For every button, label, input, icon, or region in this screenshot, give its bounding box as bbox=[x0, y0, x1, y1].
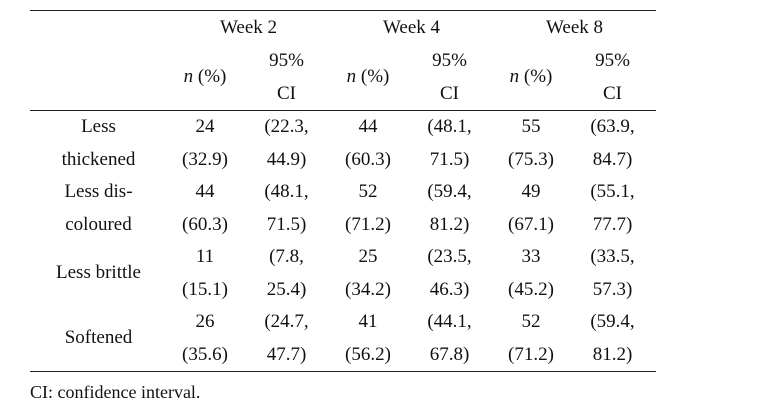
n-pct-header: n (%) bbox=[493, 45, 569, 111]
ci-cell: 44.9) bbox=[266, 148, 307, 170]
ci-cell: 71.5) bbox=[429, 148, 470, 170]
row-label: coloured bbox=[65, 213, 132, 235]
ci-header-line1: 95% bbox=[432, 50, 467, 71]
ci-cell: (63.9, bbox=[569, 110, 656, 144]
table-row: Less brittle 11 (7.8, 25 (23.5, 33 (33.5, bbox=[30, 241, 656, 283]
n-pct-cell: 44 bbox=[195, 181, 215, 202]
n-pct-cell: 11 bbox=[195, 246, 215, 267]
n-symbol: n bbox=[346, 66, 357, 88]
ci-cell: 81.2) bbox=[429, 213, 470, 235]
row-label: thickened bbox=[61, 148, 136, 170]
n-pct-cell: (35.6) bbox=[167, 338, 243, 372]
pct-symbol: (%) bbox=[356, 66, 390, 88]
ci-cell: (59.4, bbox=[427, 181, 472, 202]
results-table: Week 2 Week 4 Week 8 n (%) 95% n (%) 95%… bbox=[30, 10, 656, 372]
n-pct-cell: 52 bbox=[358, 181, 378, 202]
n-pct-cell: 24 bbox=[167, 110, 243, 144]
results-table-container: Week 2 Week 4 Week 8 n (%) 95% n (%) 95%… bbox=[30, 10, 656, 372]
ci-cell: 71.5) bbox=[266, 213, 307, 235]
n-symbol: n bbox=[183, 66, 194, 88]
corner-header bbox=[30, 10, 167, 45]
n-pct-cell: 49 bbox=[521, 181, 541, 202]
n-pct-cell: (60.3) bbox=[182, 213, 228, 235]
ci-header-line2: CI bbox=[277, 82, 296, 104]
table-row: Softened 26 (24.7, 41 (44.1, 52 (59.4, bbox=[30, 306, 656, 372]
n-pct-cell: (75.3) bbox=[508, 148, 554, 170]
n-pct-cell: 33 bbox=[521, 246, 541, 267]
row-label: Less bbox=[30, 110, 167, 144]
group-header-week-2: Week 2 bbox=[167, 10, 330, 45]
n-pct-cell: 26 bbox=[195, 311, 215, 332]
ci-cell: 57.3) bbox=[592, 278, 633, 300]
n-pct-cell: (34.2) bbox=[345, 278, 391, 300]
table-footnote: CI: confidence interval. bbox=[30, 382, 201, 402]
n-pct-header: n (%) bbox=[330, 45, 406, 111]
ci-cell: 84.7) bbox=[592, 148, 633, 170]
n-pct-cell: (45.2) bbox=[508, 278, 554, 300]
table-row: coloured (60.3) 71.5) (71.2) 81.2) (67.1) 77.7… bbox=[30, 209, 656, 242]
ci-cell: (24.7, bbox=[264, 311, 309, 332]
table-row: Less dis- 44 (48.1, 52 (59.4, 49 (55.1, bbox=[30, 176, 656, 209]
n-pct-cell: 25 bbox=[358, 246, 378, 267]
ci-cell: (23.5, bbox=[427, 246, 472, 267]
ci-cell: 77.7) bbox=[592, 213, 633, 235]
n-pct-cell: 52 bbox=[521, 311, 541, 332]
ci-cell: (22.3, bbox=[243, 110, 330, 144]
ci-cell: (44.1, bbox=[427, 311, 472, 332]
table-row: (15.1) 25.4) (34.2) 46.3) (45.2) 57.3) bbox=[30, 274, 656, 307]
group-header-week-4: Week 4 bbox=[330, 10, 493, 45]
n-pct-header: n (%) bbox=[167, 45, 243, 111]
ci-cell: (59.4, bbox=[590, 311, 635, 332]
row-label: Less brittle bbox=[56, 262, 141, 284]
pct-symbol: (%) bbox=[193, 66, 227, 88]
group-header-week-8: Week 8 bbox=[493, 10, 656, 45]
table-row: Less 24 (22.3, 44 (48.1, 55 (63.9, bbox=[30, 110, 656, 144]
n-pct-cell: (60.3) bbox=[345, 148, 391, 170]
n-pct-cell: 44 bbox=[330, 110, 406, 144]
ci-header-line2: CI bbox=[603, 82, 622, 104]
ci-cell: 47.7) bbox=[243, 338, 330, 372]
n-pct-cell: 55 bbox=[493, 110, 569, 144]
ci-cell: (33.5, bbox=[590, 246, 635, 267]
ci-header-line2: CI bbox=[440, 82, 459, 104]
ci-header-line1: 95% bbox=[269, 50, 304, 71]
row-label-header bbox=[30, 45, 167, 111]
n-pct-cell: (71.2) bbox=[345, 213, 391, 235]
ci-cell: (48.1, bbox=[264, 181, 309, 202]
n-pct-cell: (71.2) bbox=[493, 338, 569, 372]
ci-header-line1: 95% bbox=[595, 50, 630, 71]
pct-symbol: (%) bbox=[519, 66, 553, 88]
ci-cell: (7.8, bbox=[269, 246, 304, 267]
ci-cell: (48.1, bbox=[406, 110, 493, 144]
ci-cell: 67.8) bbox=[406, 338, 493, 372]
table-row: (35.6) 47.7) (56.2) 67.8) (71.2) 81.2) bbox=[30, 338, 656, 372]
n-pct-cell: 41 bbox=[358, 311, 378, 332]
ci-cell: (55.1, bbox=[590, 181, 635, 202]
row-label: Less dis- bbox=[64, 181, 133, 202]
table-row: thickened (32.9) 44.9) (60.3) 71.5) (75.3) 84.… bbox=[30, 144, 656, 177]
n-symbol: n bbox=[509, 66, 520, 88]
n-pct-cell: (32.9) bbox=[182, 148, 228, 170]
table-body: Less 24 (22.3, 44 (48.1, 55 (63.9, thickened (32… bbox=[30, 110, 656, 372]
n-pct-cell: (56.2) bbox=[330, 338, 406, 372]
row-label: Softened bbox=[30, 306, 167, 372]
n-pct-cell: (67.1) bbox=[508, 213, 554, 235]
ci-cell: 46.3) bbox=[429, 278, 470, 300]
n-pct-cell: (15.1) bbox=[182, 278, 228, 300]
ci-cell: 81.2) bbox=[569, 338, 656, 372]
ci-cell: 25.4) bbox=[266, 278, 307, 300]
